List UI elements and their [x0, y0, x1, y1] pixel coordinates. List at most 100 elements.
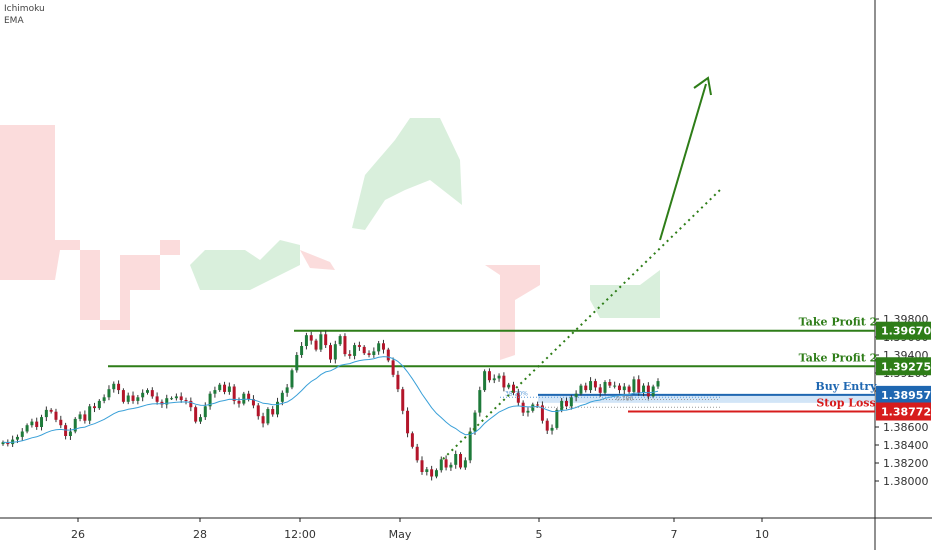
price-badge — [876, 321, 931, 340]
x-tick-label: 28 — [193, 528, 207, 541]
candle-bull — [468, 431, 472, 461]
candle-bear — [256, 405, 260, 417]
price-levels: Take Profit 2 Take Profit 2 Buy Entry Stop … — [108, 316, 878, 413]
candle-bear — [150, 390, 154, 397]
x-tick-label: 12:00 — [284, 528, 316, 541]
price-badge-value: 1.39275 — [881, 360, 931, 373]
candle-bull — [198, 417, 202, 422]
x-tick-label: 7 — [671, 528, 678, 541]
candle-bull — [642, 385, 646, 393]
price-badges: 1.39670 1.39275 1.38957 1.38772 — [876, 321, 931, 421]
candle-bull — [40, 417, 44, 427]
candle-bull — [560, 400, 564, 410]
x-axis: 26 28 12:00 May 5 7 10 — [0, 517, 932, 541]
candle-bull — [126, 395, 130, 402]
candle-bull — [656, 381, 660, 387]
candle-bear — [521, 402, 525, 413]
candle-bull — [622, 386, 626, 391]
candle-bull — [1, 442, 5, 445]
candle-bear — [401, 389, 405, 411]
candle-bull — [280, 392, 284, 402]
candle-bull — [97, 400, 101, 409]
candle-bull — [304, 335, 308, 346]
candle-bull — [550, 427, 554, 431]
candle-bear — [131, 395, 135, 401]
candle-bear — [584, 385, 588, 391]
candle-bull — [531, 404, 535, 411]
candle-bear — [121, 390, 125, 402]
price-badge-value: 1.38957 — [881, 389, 931, 402]
candle-bull — [632, 379, 636, 392]
candle-bull — [589, 381, 593, 391]
level-label: Buy Entry — [815, 380, 877, 393]
level-label: Take Profit 2 — [799, 316, 878, 329]
candle-bull — [569, 397, 573, 407]
candle-bear — [367, 353, 371, 355]
candle-bull — [78, 414, 82, 419]
candle-bear — [54, 411, 58, 420]
candle-bull — [473, 412, 477, 432]
candle-bull — [25, 425, 29, 432]
candle-bull — [449, 464, 453, 468]
candle-bear — [117, 383, 121, 391]
candle-bull — [141, 392, 145, 398]
ema-line — [2, 356, 659, 444]
level-label: Take Profit 2 — [799, 351, 878, 364]
x-tick-label: 26 — [71, 528, 85, 541]
candle-bull — [174, 396, 178, 399]
candle-bear — [410, 433, 414, 447]
candlesticks — [1, 330, 660, 481]
candle-bear — [232, 386, 236, 401]
cloud-region-4 — [485, 265, 540, 360]
level-label: Stop Loss — [816, 397, 875, 410]
candle-bull — [492, 378, 496, 381]
y-tick-label: 1.38600 — [883, 421, 929, 434]
candle-bear — [261, 416, 265, 424]
candle-bull — [20, 431, 24, 437]
fib-label-382: 38.20% — [505, 390, 528, 397]
cloud-region-2 — [300, 250, 335, 270]
candle-bear — [324, 334, 328, 346]
candle-bull — [30, 421, 34, 426]
buy-entry-zone — [538, 393, 875, 403]
candle-bear — [444, 459, 448, 468]
y-tick-label: 1.38000 — [883, 475, 929, 488]
candle-bull — [107, 389, 111, 398]
candle-bear — [362, 346, 366, 354]
indicator-label-ichimoku: Ichimoku — [4, 4, 45, 14]
candle-bull — [478, 390, 482, 413]
candle-bear — [343, 336, 347, 355]
candle-bull — [439, 459, 443, 471]
candle-bear — [536, 404, 540, 406]
projection-arrow-line — [659, 83, 707, 241]
price-badge-value: 1.38772 — [881, 406, 931, 419]
candle-bull — [145, 390, 149, 393]
candle-bear — [540, 405, 544, 421]
candle-bear — [83, 414, 87, 421]
candle-bear — [329, 345, 332, 360]
candle-bull — [338, 336, 342, 345]
candle-bull — [579, 385, 583, 394]
price-badge — [876, 385, 931, 404]
candle-bull — [112, 383, 116, 390]
candle-bear — [637, 379, 641, 393]
cloud-region-5 — [590, 270, 660, 318]
candle-bull — [603, 382, 607, 393]
candle-bear — [271, 409, 275, 415]
cloud-region-0 — [0, 125, 180, 330]
candle-bear — [593, 381, 597, 388]
candle-bear — [430, 469, 434, 477]
candle-bear — [415, 446, 419, 461]
candle-bull — [574, 393, 578, 398]
candle-bear — [406, 410, 410, 434]
x-tick-label: 10 — [755, 528, 769, 541]
candle-bear — [35, 421, 39, 427]
candle-bear — [189, 400, 193, 408]
candle-bear — [487, 371, 491, 381]
candle-bull — [242, 393, 246, 404]
price-badge-value: 1.39670 — [881, 325, 931, 338]
y-tick-label: 1.38200 — [883, 457, 929, 470]
candle-bear — [512, 384, 516, 393]
candle-bear — [386, 349, 390, 361]
